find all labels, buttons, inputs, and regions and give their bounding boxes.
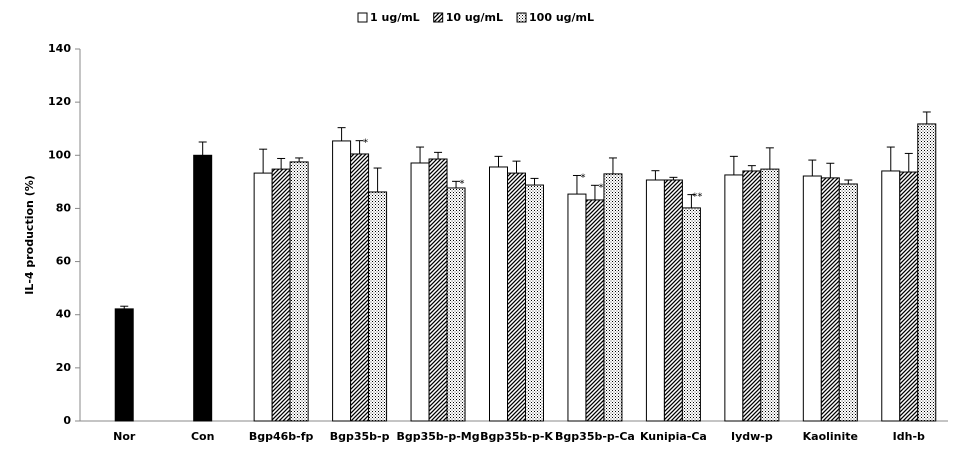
x-tick-label: Bgp35b-p-Ca [555, 430, 635, 443]
bar [368, 191, 388, 422]
significance-mark: * [598, 182, 603, 193]
legend-swatch [516, 12, 527, 23]
bar [681, 207, 701, 422]
x-tick-label: Iydw-p [731, 430, 773, 443]
y-tick-label: 120 [48, 95, 71, 108]
bar [838, 183, 858, 422]
bar [253, 172, 273, 422]
bar [114, 308, 134, 422]
legend-label: 1 ug/mL [370, 11, 420, 24]
significance-mark: ** [692, 192, 702, 203]
y-tick-label: 0 [63, 414, 71, 427]
bar [567, 193, 587, 422]
significance-mark: * [580, 172, 585, 183]
y-tick-label: 100 [48, 148, 71, 161]
bar [820, 177, 840, 422]
x-tick-label: Kaolinite [803, 430, 858, 443]
bar [603, 173, 623, 422]
y-tick-label: 40 [56, 308, 72, 321]
bar [525, 184, 544, 422]
bar [332, 140, 352, 422]
legend-swatch [357, 12, 368, 23]
x-tick-label: Kunipia-Ca [640, 430, 707, 443]
bar [350, 153, 370, 422]
x-tick-label: Bgp46b-fp [249, 430, 314, 443]
bar [663, 179, 683, 422]
x-tick-label: Con [191, 430, 214, 443]
bar [446, 187, 466, 422]
x-tick-label: Bgp35b-p [330, 430, 390, 443]
bar [289, 161, 309, 422]
y-tick-label: 60 [56, 255, 72, 268]
bar [724, 174, 744, 422]
significance-mark: * [363, 138, 368, 149]
y-tick-label: 80 [56, 201, 72, 214]
legend-label: 10 ug/mL [446, 11, 503, 24]
x-tick-label: Nor [113, 430, 136, 443]
bar [645, 179, 665, 422]
significance-mark: * [460, 178, 465, 189]
x-tick-label: Bgp35b-p-K [480, 430, 553, 443]
bar [428, 158, 448, 422]
bar [899, 171, 919, 422]
bar [489, 166, 508, 422]
y-tick-label: 140 [48, 42, 71, 55]
bar [881, 170, 901, 422]
bar [193, 154, 213, 422]
bar [917, 123, 937, 422]
x-tick-label: Bgp35b-p-Mg [396, 430, 479, 443]
y-tick-label: 20 [56, 361, 72, 374]
bar [507, 172, 526, 422]
x-tick-label: Idh-b [893, 430, 925, 443]
bar [585, 199, 605, 422]
bar [760, 168, 780, 422]
y-axis-label: IL-4 production (%) [23, 175, 36, 295]
bar [742, 170, 762, 422]
bar [802, 175, 822, 422]
legend-label: 100 ug/mL [529, 11, 594, 24]
bar [271, 168, 291, 422]
bar [410, 162, 430, 422]
legend-swatch [433, 12, 444, 23]
